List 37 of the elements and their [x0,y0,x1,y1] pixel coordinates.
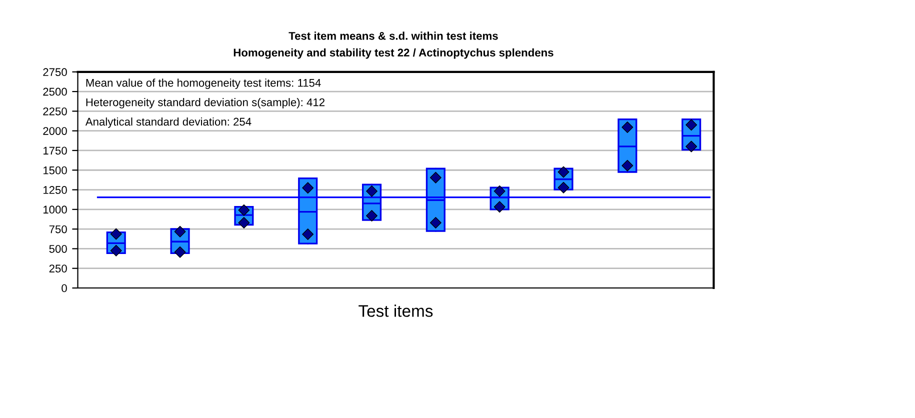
y-tick-label: 750 [49,225,67,234]
point [174,246,186,258]
y-tick-label: 1250 [43,186,67,194]
y-tick-label: 2000 [43,127,67,135]
y-tick-label: 1750 [43,146,67,155]
point [558,166,570,178]
point [110,228,122,240]
point [366,185,378,197]
y-tick-label: 2500 [43,88,67,96]
point [366,210,378,222]
point [430,217,442,229]
point [238,217,250,229]
point [110,244,122,256]
point [302,182,314,194]
chart-subtitle: Homogeneity and stability test 22 / Actinoptychus splendens [234,48,554,59]
y-tick-label: 250 [49,264,67,272]
y-tick-label: 500 [49,244,67,253]
annotation: Heterogeneity standard deviation s(sample): 412 [86,98,324,108]
point [174,226,186,238]
point [494,185,506,197]
y-tick-label: 1500 [43,166,67,174]
point [622,160,634,172]
point [686,140,698,152]
point [302,228,314,240]
point [558,182,570,194]
point [686,119,698,131]
chart-title: Test item means & s.d. within test items [288,32,498,40]
annotation: Analytical standard deviation: 254 [85,118,252,128]
y-tick-label: 0 [62,284,67,292]
x-axis-title: Test items [358,304,433,317]
point [494,201,506,213]
y-tick-label: 2250 [43,107,67,116]
y-tick-label: 2750 [43,68,67,76]
point [430,172,442,184]
annotation: Mean value of the homogeneity test items: 1154 [86,78,321,89]
y-tick-label: 1000 [43,206,67,214]
point [622,121,634,133]
